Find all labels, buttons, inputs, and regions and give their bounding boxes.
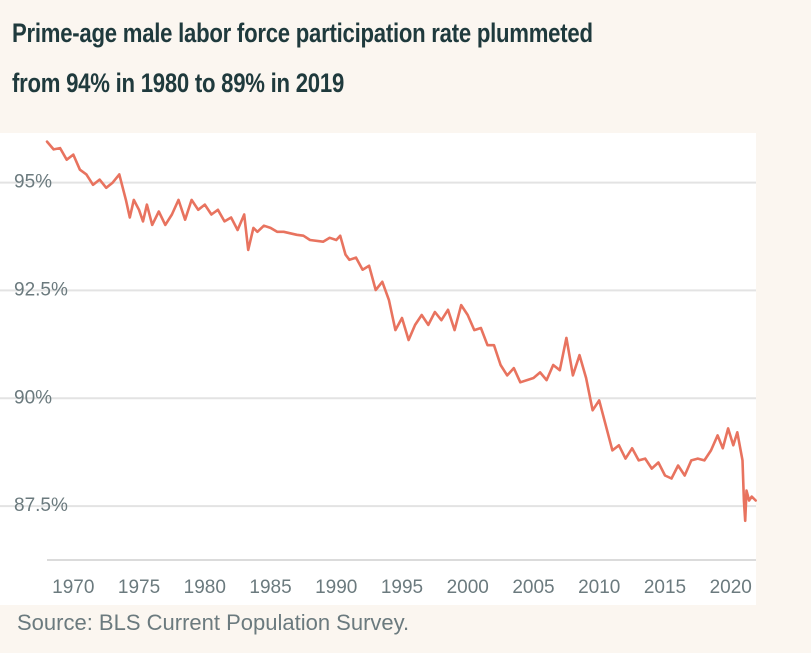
x-tick-label: 2015 (644, 577, 686, 598)
x-tick-label: 2020 (710, 577, 752, 598)
x-tick-label: 2000 (447, 577, 489, 598)
x-tick-label: 1995 (381, 577, 423, 598)
title-line: from 94% in 1980 to 89% in 2019 (12, 68, 345, 98)
x-tick-label: 1985 (249, 577, 291, 598)
y-tick-label: 87.5% (14, 495, 68, 516)
source-note: Source: BLS Current Population Survey. (17, 610, 410, 635)
x-tick-label: 1990 (315, 577, 357, 598)
x-tick-label: 1980 (184, 577, 226, 598)
x-tick-label: 2010 (578, 577, 620, 598)
plot-panel (0, 133, 756, 605)
x-tick-label: 1970 (52, 577, 94, 598)
x-tick-label: 1975 (118, 577, 160, 598)
y-tick-label: 95% (14, 172, 52, 193)
x-tick-label: 2005 (512, 577, 554, 598)
chart-title: Prime-age male labor force participation… (12, 8, 593, 108)
data-line (45, 140, 757, 523)
title-line: Prime-age male labor force participation… (12, 18, 593, 48)
y-tick-label: 90% (14, 387, 52, 408)
y-tick-label: 92.5% (14, 279, 68, 300)
